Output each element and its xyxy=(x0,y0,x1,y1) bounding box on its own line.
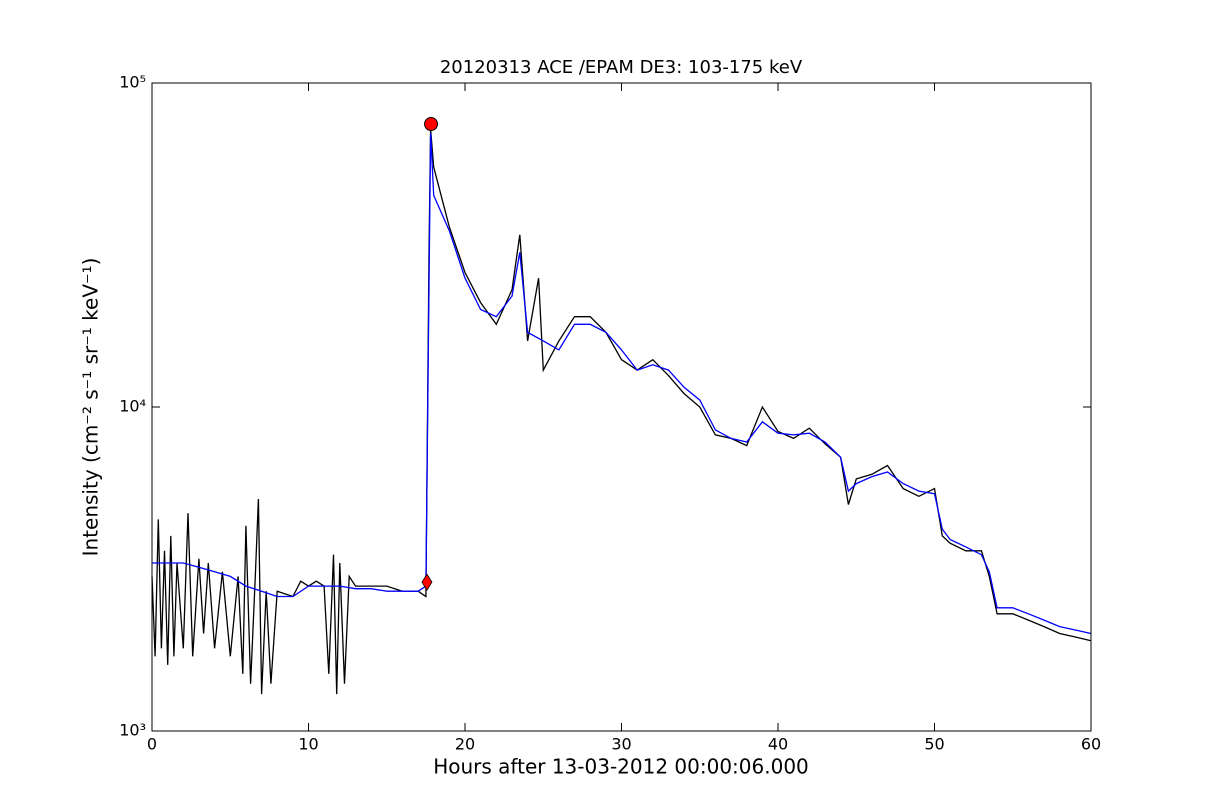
peak-marker xyxy=(424,117,439,132)
x-tick-label: 30 xyxy=(611,735,631,754)
y-tick-label: 10⁵ xyxy=(119,73,146,92)
chart-title: 20120313 ACE /EPAM DE3: 103-175 keV xyxy=(440,57,803,78)
plot-frame xyxy=(151,82,1092,732)
x-tick-label: 10 xyxy=(298,735,318,754)
x-axis-label: Hours after 13-03-2012 00:00:06.000 xyxy=(433,755,809,779)
y-tick-label: 10³ xyxy=(119,721,146,740)
x-tick-label: 20 xyxy=(455,735,475,754)
y-tick-label: 10⁴ xyxy=(119,397,146,416)
x-tick-label: 40 xyxy=(768,735,788,754)
y-axis-label: Intensity (cm⁻² s⁻¹ sr⁻¹ keV⁻¹) xyxy=(79,258,103,557)
x-tick-label: 60 xyxy=(1081,735,1101,754)
x-tick-label: 50 xyxy=(924,735,944,754)
x-tick-label: 0 xyxy=(147,735,157,754)
series-line xyxy=(151,129,1092,695)
series-line xyxy=(152,133,1092,635)
onset-marker xyxy=(421,573,433,591)
